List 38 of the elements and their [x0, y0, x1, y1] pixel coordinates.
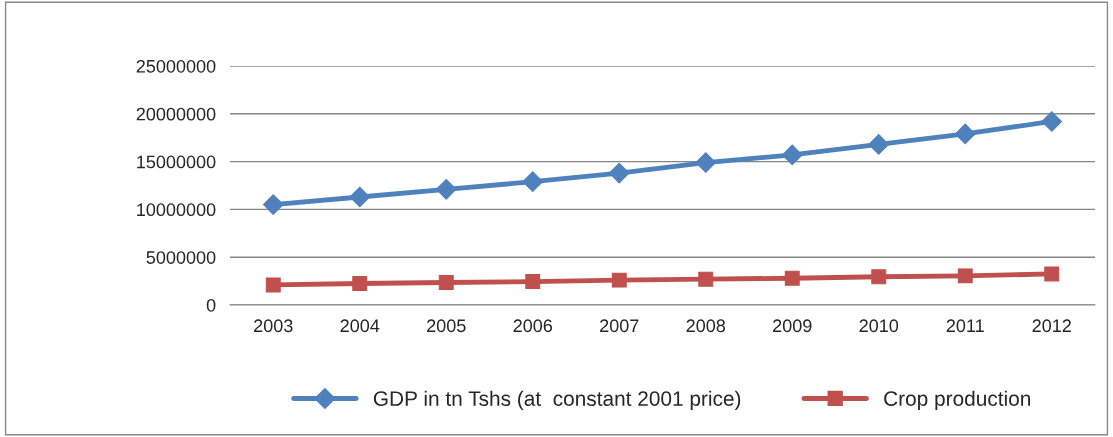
- y-tick-label: 0: [206, 298, 216, 312]
- point: [608, 162, 630, 184]
- point: [611, 272, 627, 288]
- point: [262, 194, 284, 215]
- x-tick-label: 2005: [427, 319, 466, 333]
- point: [954, 123, 976, 145]
- y-tick-label: 10000000: [137, 203, 216, 217]
- point: [525, 274, 541, 290]
- x-tick-label: 2008: [686, 319, 726, 333]
- y-tick-label: 25000000: [136, 59, 216, 73]
- x-tick-label: 2012: [1032, 319, 1071, 333]
- legend-label: Crop production: [884, 390, 1030, 411]
- y-tick-label: 20000000: [136, 107, 216, 121]
- point: [352, 276, 368, 291]
- y-tick-label: 15000000: [137, 155, 216, 169]
- x-tick-label: 2007: [600, 319, 639, 333]
- point: [957, 268, 973, 284]
- point: [438, 275, 454, 290]
- point: [1041, 111, 1063, 132]
- point: [522, 171, 544, 193]
- point: [698, 271, 714, 287]
- point: [435, 178, 457, 200]
- legend-label: GDP in tn Tshs (at constant 2001 price): [373, 390, 741, 411]
- point: [1044, 266, 1060, 282]
- point: [784, 270, 800, 286]
- x-tick-label: 2006: [513, 319, 553, 333]
- x-tick-label: 2010: [859, 319, 899, 333]
- point: [265, 277, 281, 293]
- point: [868, 134, 890, 155]
- x-tick-label: 2004: [340, 319, 380, 333]
- x-tick-label: 2009: [773, 319, 812, 333]
- x-tick-label: 2011: [946, 319, 984, 333]
- point: [695, 152, 717, 173]
- y-tick-label: 5000000: [146, 251, 216, 264]
- point: [781, 144, 803, 166]
- x-tick-label: 2003: [254, 319, 293, 333]
- point: [349, 186, 371, 208]
- point: [871, 269, 887, 285]
